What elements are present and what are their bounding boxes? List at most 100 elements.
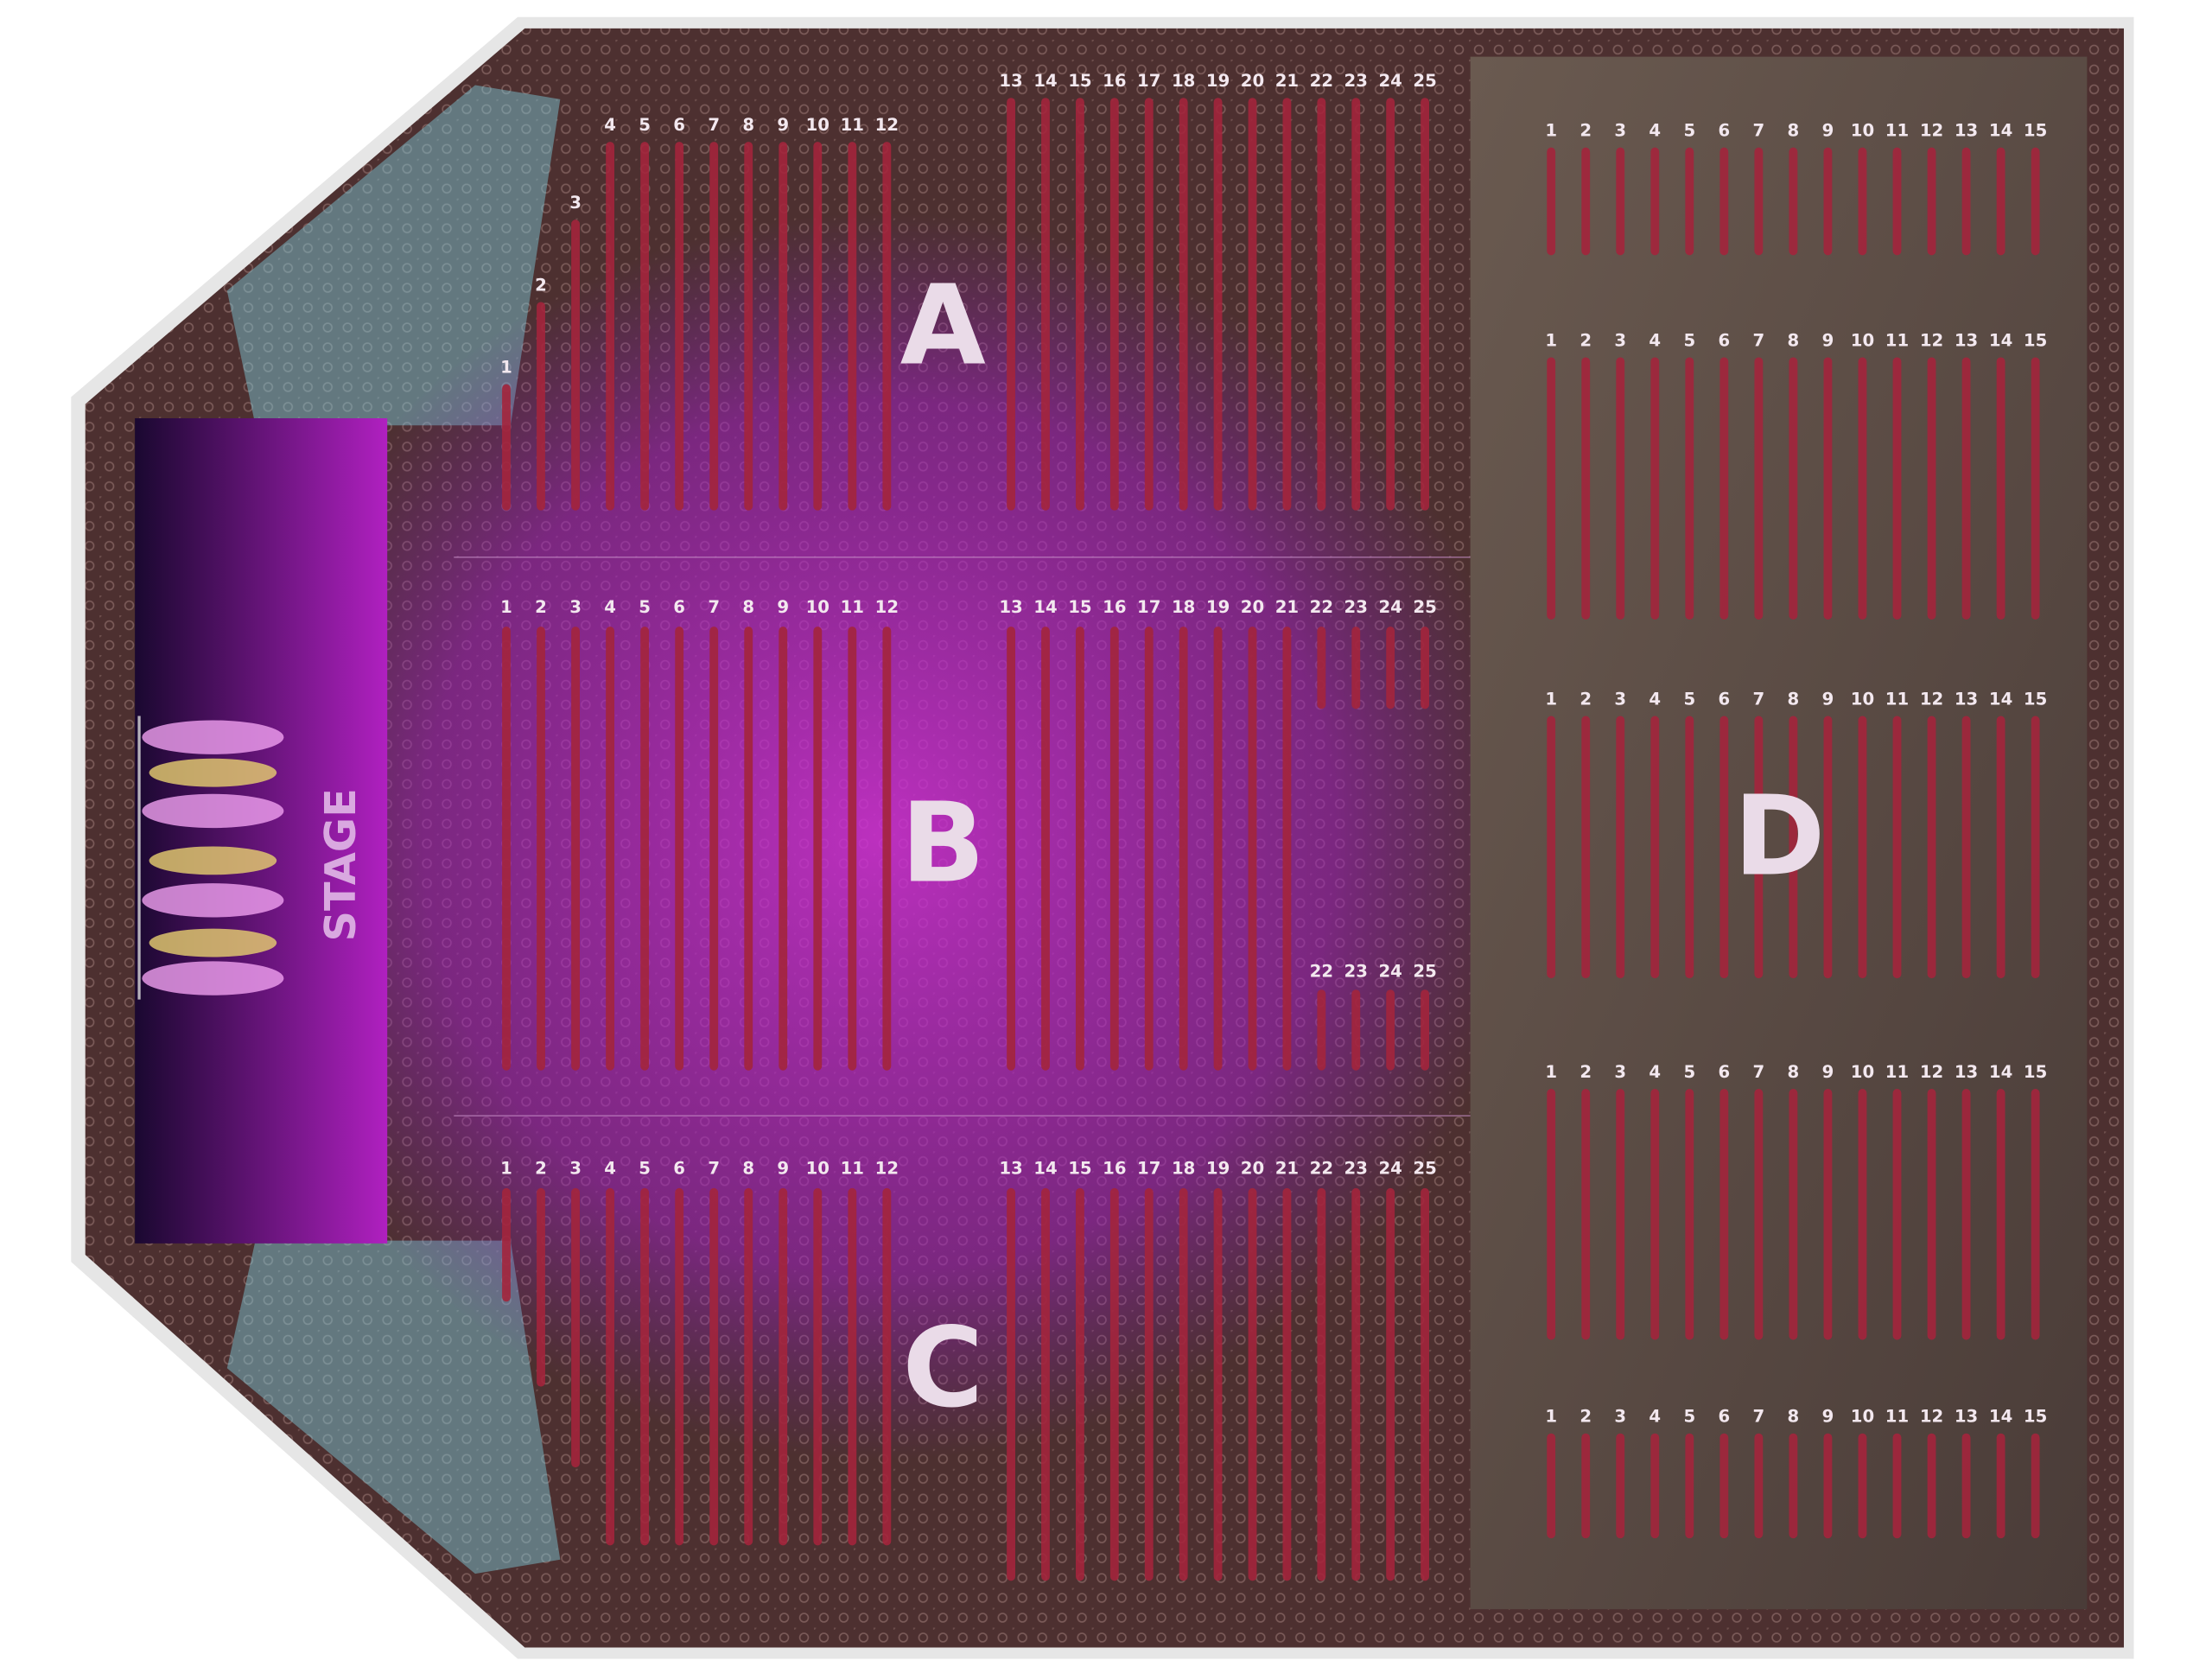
row-label: 23 — [1344, 1158, 1368, 1178]
seat-row — [1892, 1433, 1902, 1539]
row-label: 17 — [1137, 71, 1160, 91]
row-label: 3 — [1614, 689, 1626, 709]
section-letters: A B C D — [900, 262, 1826, 1433]
seat-row — [1927, 147, 1936, 256]
stage-lights — [137, 716, 284, 1000]
row-label: 8 — [742, 597, 754, 617]
seat-row — [779, 627, 788, 1071]
row-label: 15 — [1068, 597, 1091, 617]
row-label: 20 — [1241, 597, 1264, 617]
seat-row — [1650, 147, 1660, 256]
seat-row — [1996, 716, 2005, 979]
seat-row — [1823, 716, 1833, 979]
seat-row — [1213, 627, 1223, 1071]
row-label: 3 — [1614, 1407, 1626, 1427]
row-label: 12 — [1920, 1407, 1943, 1427]
row-label: 13 — [1955, 121, 1978, 141]
row-label: 9 — [777, 1158, 789, 1178]
row-label: 8 — [742, 1158, 754, 1178]
seat-row — [1823, 1089, 1833, 1340]
seat-row — [1075, 1187, 1084, 1581]
seat-row — [1248, 1187, 1257, 1581]
seat-row — [1685, 716, 1694, 979]
row-label: 25 — [1413, 1158, 1436, 1178]
seat-row — [2031, 147, 2040, 256]
row-label: 7 — [1753, 330, 1765, 350]
seat-row — [1547, 147, 1556, 256]
row-label: 13 — [1955, 1407, 1978, 1427]
seat-row — [1823, 147, 1833, 256]
row-label: 14 — [1989, 689, 2012, 709]
row-label: 3 — [569, 1158, 582, 1178]
seat-row — [1109, 1187, 1119, 1581]
section-label: C — [902, 1304, 983, 1433]
seat-row — [1789, 716, 1798, 979]
seat-row — [1961, 1089, 1971, 1340]
row-label: 18 — [1172, 71, 1195, 91]
row-label: 7 — [708, 115, 720, 135]
row-label: 7 — [708, 597, 720, 617]
seat-row — [606, 142, 615, 511]
seat-row — [1789, 147, 1798, 256]
row-label: 15 — [2024, 1407, 2047, 1427]
seat-row — [537, 627, 545, 1071]
seat-row — [1892, 1089, 1902, 1340]
seat-row — [537, 302, 545, 511]
seat-row — [571, 219, 580, 511]
row-label: 1 — [1545, 689, 1557, 709]
seat-row — [1248, 627, 1257, 1071]
row-label: 12 — [1920, 121, 1943, 141]
row-label: 16 — [1103, 1158, 1126, 1178]
row-label: 10 — [1851, 1407, 1874, 1427]
seat-row — [1547, 1089, 1556, 1340]
row-label: 9 — [1822, 689, 1834, 709]
seat-row — [1961, 357, 1971, 620]
row-label: 5 — [1683, 689, 1695, 709]
seat-row — [1007, 627, 1015, 1071]
row-label: 16 — [1103, 71, 1126, 91]
row-label: 9 — [1822, 121, 1834, 141]
row-label: 11 — [841, 115, 864, 135]
seat-row — [1317, 98, 1326, 511]
row-label: 19 — [1206, 597, 1230, 617]
seat-row — [1109, 627, 1119, 1071]
seat-row — [640, 627, 650, 1071]
row-label: 7 — [1753, 1062, 1765, 1082]
seat-row — [1386, 1187, 1395, 1581]
seat-row — [1616, 147, 1625, 256]
row-label: 4 — [1649, 121, 1661, 141]
row-label: 2 — [1580, 330, 1592, 350]
seat-row — [848, 1187, 857, 1546]
seat-row — [813, 627, 823, 1071]
row-label: 13 — [999, 597, 1022, 617]
row-label: 13 — [1955, 689, 1978, 709]
seat-row — [675, 1187, 684, 1546]
seat-row — [1685, 147, 1694, 256]
seat-row — [848, 142, 857, 511]
row-label: 2 — [535, 1158, 547, 1178]
row-label: 6 — [1718, 1062, 1730, 1082]
row-label: 15 — [1068, 71, 1091, 91]
seat-row — [1685, 1433, 1694, 1539]
row-label: 1 — [500, 597, 512, 617]
seat-row — [675, 142, 684, 511]
row-label: 6 — [673, 1158, 685, 1178]
seat-row — [1927, 1433, 1936, 1539]
seat-row — [1754, 716, 1764, 979]
row-label: 9 — [1822, 1407, 1834, 1427]
row-label: 14 — [1989, 330, 2012, 350]
row-label: 25 — [1413, 961, 1436, 981]
seat-row — [813, 142, 823, 511]
row-label: 17 — [1137, 597, 1160, 617]
row-label: 1 — [500, 1158, 512, 1178]
row-label: 11 — [841, 1158, 864, 1178]
seat-row — [1858, 1433, 1867, 1539]
row-label: 17 — [1137, 1158, 1160, 1178]
seat-row — [1581, 1089, 1591, 1340]
seat-row — [744, 1187, 753, 1546]
section-d-floor — [1470, 56, 2088, 1610]
row-label: 1 — [1545, 330, 1557, 350]
row-label: 9 — [777, 597, 789, 617]
row-label: 22 — [1310, 71, 1333, 91]
seat-row — [1282, 627, 1292, 1071]
